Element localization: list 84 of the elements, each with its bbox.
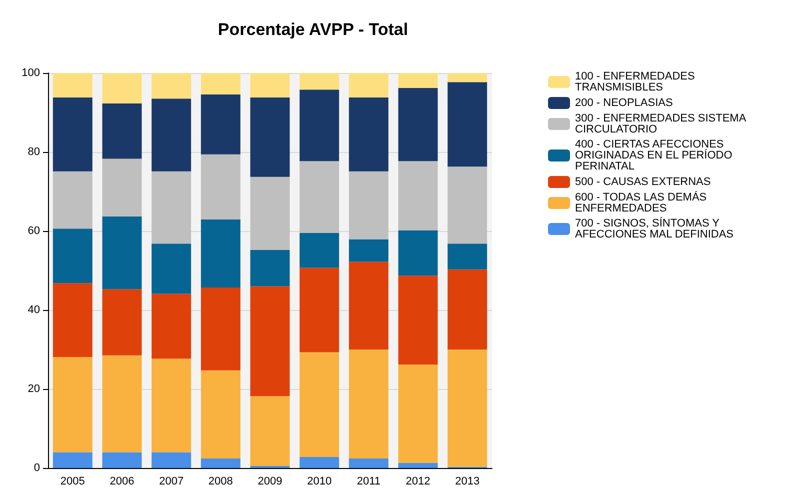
bar <box>200 94 240 154</box>
y-tick-label: 20 <box>28 383 40 395</box>
bar <box>200 220 240 288</box>
bar <box>52 97 92 172</box>
bar <box>102 158 142 216</box>
bar <box>250 396 290 466</box>
bar <box>250 286 290 396</box>
bar <box>300 456 340 468</box>
bar <box>398 73 438 88</box>
bar <box>102 355 142 452</box>
bar <box>200 73 240 94</box>
bar <box>152 73 192 99</box>
x-tick-label: 2010 <box>307 476 332 488</box>
y-tick-label: 40 <box>28 304 40 316</box>
bar <box>152 358 192 452</box>
legend-label: 200 - NEOPLASIAS <box>575 97 673 109</box>
legend-label: 700 - SIGNOS, SÍNTOMAS Y AFECCIONES MAL DEFINIDAS <box>575 216 734 240</box>
bar <box>102 73 142 104</box>
bar <box>348 171 388 240</box>
y-tick-label: 0 <box>34 462 40 474</box>
y-tick-label: 100 <box>22 67 40 79</box>
bar <box>398 276 438 365</box>
bar <box>300 73 340 90</box>
bar <box>250 176 290 250</box>
bar <box>348 458 388 468</box>
bar <box>448 82 488 167</box>
bar <box>200 458 240 468</box>
bar <box>348 262 388 350</box>
bar <box>448 244 488 270</box>
bar <box>102 289 142 356</box>
bar <box>398 161 438 230</box>
bar <box>52 73 92 98</box>
bar <box>52 452 92 468</box>
bar <box>398 364 438 463</box>
x-tick-label: 2009 <box>258 476 282 488</box>
bar <box>300 161 340 233</box>
bar <box>102 216 142 290</box>
bar <box>398 230 438 276</box>
bar <box>52 357 92 452</box>
bar <box>52 228 92 284</box>
bar <box>200 370 240 459</box>
legend-label: 500 - CAUSAS EXTERNAS <box>575 176 711 188</box>
legend-label: 600 - TODAS LAS DEMÁS ENFERMEDADES <box>575 190 710 214</box>
legend-label: 300 - ENFERMEDADES SISTEMA CIRCULATORIO <box>575 112 749 136</box>
bar <box>348 73 388 98</box>
bar <box>52 171 92 229</box>
bar <box>250 250 290 286</box>
x-tick-label: 2005 <box>60 476 85 488</box>
bar <box>200 287 240 370</box>
bar <box>152 171 192 244</box>
x-tick-label: 2007 <box>159 476 184 488</box>
x-tick-label: 2013 <box>455 476 480 488</box>
x-tick-label: 2012 <box>406 476 430 488</box>
bar <box>300 352 340 457</box>
chart-title: Porcentaje AVPP - Total <box>218 20 408 39</box>
bar <box>348 239 388 262</box>
x-tick-label: 2011 <box>356 476 380 488</box>
y-tick-label: 60 <box>28 225 40 237</box>
bar <box>250 73 290 98</box>
bar <box>348 97 388 172</box>
bar <box>448 269 488 350</box>
bar <box>348 350 388 459</box>
legend-label: 100 - ENFERMEDADES TRANSMISIBLES <box>575 70 698 94</box>
bar <box>152 294 192 359</box>
bar <box>300 232 340 268</box>
bar <box>200 154 240 220</box>
y-tick-label: 80 <box>28 146 40 158</box>
bar <box>300 90 340 162</box>
bar <box>448 350 488 467</box>
bar <box>152 98 192 172</box>
bar <box>398 88 438 162</box>
bar <box>102 103 142 159</box>
bar <box>448 73 488 82</box>
legend-label: 400 - CIERTAS AFECCIONES ORIGINADAS EN EL PERÍODO PERINATAL <box>575 138 736 172</box>
bar <box>152 452 192 468</box>
bar <box>448 166 488 244</box>
bar <box>102 452 142 468</box>
x-tick-label: 2006 <box>110 476 134 488</box>
bar <box>250 97 290 177</box>
bar <box>52 283 92 358</box>
x-tick-label: 2008 <box>208 476 233 488</box>
bar <box>152 244 192 294</box>
bar <box>300 268 340 352</box>
bar <box>398 462 438 468</box>
